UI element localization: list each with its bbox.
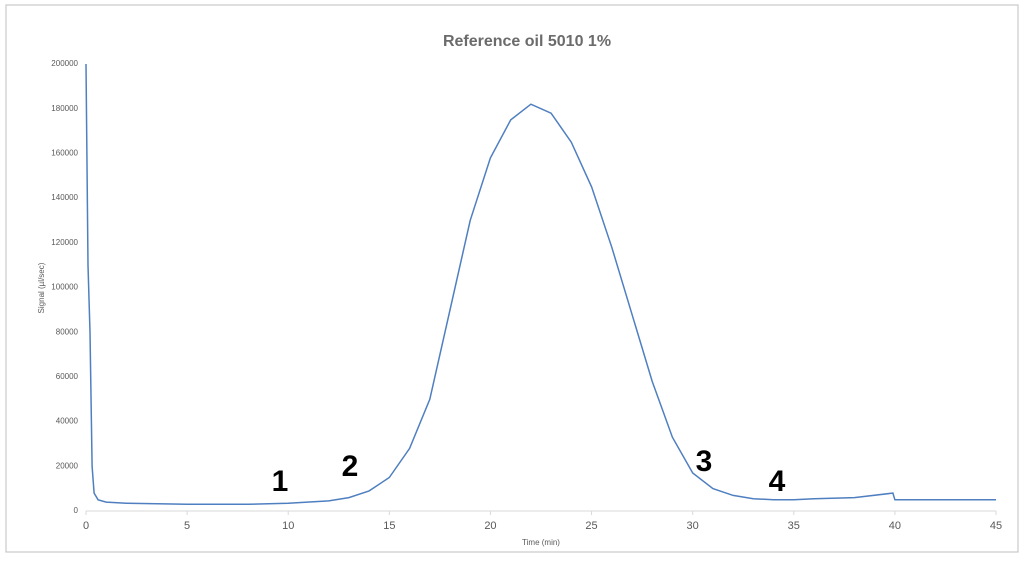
x-tick-label: 40: [889, 520, 901, 532]
annotation: 1: [272, 465, 289, 498]
x-tick-label: 30: [687, 520, 699, 532]
annotation: 2: [342, 450, 359, 483]
y-tick-label: 40000: [56, 417, 79, 426]
y-tick-label: 80000: [56, 327, 79, 336]
y-tick-label: 180000: [51, 104, 78, 113]
y-tick-label: 60000: [56, 372, 79, 381]
x-tick-label: 20: [484, 520, 496, 532]
chart-title: Reference oil 5010 1%: [443, 33, 611, 50]
y-tick-label: 200000: [51, 59, 78, 68]
x-tick-label: 45: [990, 520, 1002, 532]
x-tick-label: 25: [585, 520, 597, 532]
annotation: 3: [696, 445, 713, 478]
x-tick-label: 15: [383, 520, 395, 532]
y-tick-label: 160000: [51, 149, 78, 158]
y-tick-label: 0: [74, 506, 79, 515]
y-tick-label: 20000: [56, 461, 79, 470]
y-tick-label: 120000: [51, 238, 78, 247]
y-axis-label: Signal (µl/sec): [37, 262, 46, 313]
x-tick-label: 0: [83, 520, 89, 532]
y-tick-label: 140000: [51, 193, 78, 202]
x-tick-label: 10: [282, 520, 294, 532]
x-tick-label: 5: [184, 520, 190, 532]
x-axis-label: Time (min): [522, 538, 560, 547]
data-line: [85, 63, 996, 506]
chart-frame: [5, 4, 1019, 553]
x-tick-label: 35: [788, 520, 800, 532]
y-tick-label: 100000: [51, 283, 78, 292]
annotation: 4: [769, 465, 786, 498]
